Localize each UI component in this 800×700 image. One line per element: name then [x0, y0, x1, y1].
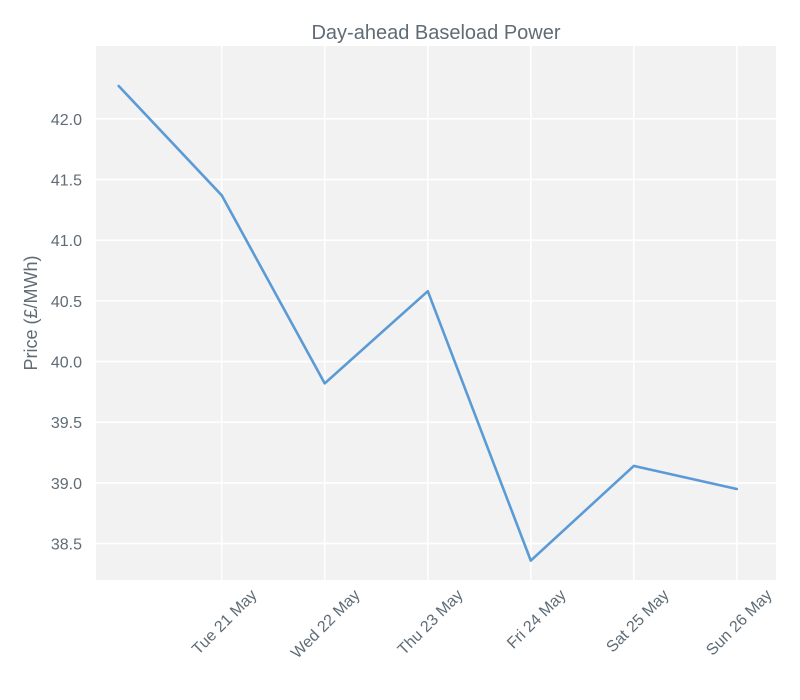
- y-tick-label: 39.0: [51, 476, 82, 493]
- x-tick-label: Fri 24 May: [504, 587, 569, 652]
- y-axis-label: Price (£/MWh): [21, 255, 41, 370]
- grid-lines: [96, 46, 776, 580]
- y-tick-label: 39.5: [51, 415, 82, 432]
- chart-title: Day-ahead Baseload Power: [311, 22, 560, 44]
- y-tick-label: 41.5: [51, 173, 82, 190]
- x-tick-label: Wed 22 May: [288, 587, 363, 662]
- x-tick-label: Thu 23 May: [395, 587, 467, 659]
- series-line: [117, 84, 739, 562]
- y-tick-label: 42.0: [51, 112, 82, 129]
- y-tick-label: 41.0: [51, 233, 82, 250]
- y-tick-label: 38.5: [51, 537, 82, 554]
- x-tick-label: Sat 25 May: [603, 587, 672, 656]
- y-axis: 38.5 39.0 39.5 40.0 40.5 41.0 41.5 42.0: [51, 112, 82, 554]
- x-axis: Tue 21 May Wed 22 May Thu 23 May Fri 24 May…: [189, 587, 775, 662]
- y-tick-label: 40.5: [51, 294, 82, 311]
- x-tick-label: Tue 21 May: [189, 587, 260, 658]
- x-tick-label: Sun 26 May: [703, 587, 775, 659]
- y-tick-label: 40.0: [51, 355, 82, 372]
